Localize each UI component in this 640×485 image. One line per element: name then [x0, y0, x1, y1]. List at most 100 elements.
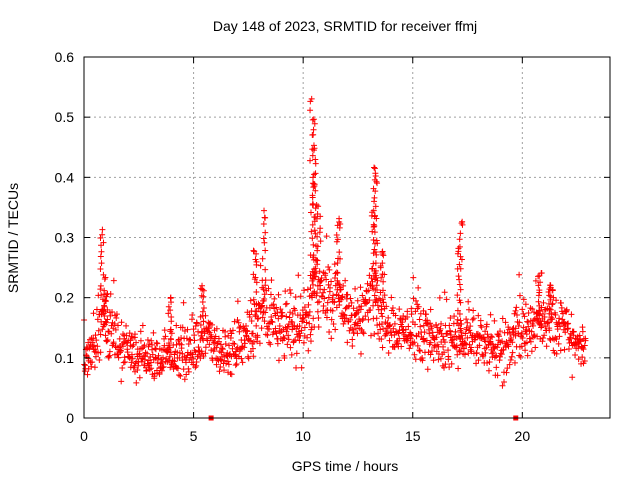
data-point: [482, 349, 489, 356]
data-point: [286, 314, 293, 321]
data-point: [440, 343, 447, 350]
data-point: [539, 310, 546, 317]
data-point: [262, 247, 269, 254]
data-point: [372, 298, 379, 305]
data-point: [238, 355, 245, 362]
data-point: [161, 335, 168, 342]
data-point: [334, 269, 341, 276]
data-point: [519, 334, 526, 341]
data-point: [504, 365, 511, 372]
data-point: [372, 276, 379, 283]
data-point: [185, 368, 192, 375]
data-point: [541, 332, 548, 339]
data-point: [484, 331, 491, 338]
data-point: [373, 315, 380, 322]
data-point: [560, 326, 567, 333]
data-point: [535, 298, 542, 305]
data-point: [528, 328, 535, 335]
data-point: [507, 356, 514, 363]
data-point: [289, 319, 296, 326]
data-point: [155, 352, 162, 359]
data-point: [347, 316, 354, 323]
data-point: [152, 346, 159, 353]
data-point: [378, 310, 385, 317]
data-point: [489, 334, 496, 341]
data-point: [166, 344, 173, 351]
data-point: [565, 346, 572, 353]
data-point: [228, 330, 235, 337]
data-point: [158, 367, 165, 374]
data-point: [288, 351, 295, 358]
data-point: [367, 332, 374, 339]
data-point: [94, 343, 101, 350]
data-point: [129, 355, 136, 362]
data-point: [282, 301, 289, 308]
data-point: [310, 241, 317, 248]
data-point: [352, 285, 359, 292]
data-point: [359, 317, 366, 324]
data-point: [535, 282, 542, 289]
data-point: [441, 339, 448, 346]
data-point: [328, 278, 335, 285]
data-point: [161, 342, 168, 349]
data-point: [110, 339, 117, 346]
data-point: [325, 281, 332, 288]
data-point: [136, 374, 143, 381]
data-point: [110, 277, 117, 284]
data-point: [149, 351, 156, 358]
data-point: [112, 326, 119, 333]
data-point: [168, 313, 175, 320]
data-point: [371, 198, 378, 205]
data-point: [283, 328, 290, 335]
data-point: [329, 307, 336, 314]
data-point: [94, 316, 101, 323]
data-point: [212, 333, 219, 340]
data-point: [254, 315, 261, 322]
data-point: [239, 359, 246, 366]
data-point: [335, 292, 342, 299]
data-point: [370, 236, 377, 243]
data-point: [562, 329, 569, 336]
data-point: [475, 312, 482, 319]
data-point: [307, 338, 314, 345]
data-point: [506, 361, 513, 368]
y-axis-label: SRMTID / TECUs: [5, 183, 21, 293]
data-point: [191, 332, 198, 339]
data-point: [282, 288, 289, 295]
data-point: [101, 313, 108, 320]
data-point: [284, 341, 291, 348]
data-point: [287, 344, 294, 351]
data-point: [281, 355, 288, 362]
data-point: [161, 327, 168, 334]
data-point: [315, 276, 322, 283]
data-point: [311, 227, 318, 234]
data-point: [206, 320, 213, 327]
data-point: [512, 325, 519, 332]
data-point: [257, 262, 264, 269]
data-point: [336, 298, 343, 305]
data-point: [337, 255, 344, 262]
data-point: [287, 290, 294, 297]
data-point: [301, 304, 308, 311]
data-point: [314, 233, 321, 240]
data-point: [434, 324, 441, 331]
data-point: [222, 328, 229, 335]
data-point: [427, 306, 434, 313]
data-point: [511, 310, 518, 317]
data-point: [197, 285, 204, 292]
data-point: [307, 331, 314, 338]
data-point: [314, 257, 321, 264]
data-point: [309, 200, 316, 207]
data-point: [167, 307, 174, 314]
data-point: [443, 296, 450, 303]
data-point: [305, 312, 312, 319]
data-point: [191, 337, 198, 344]
data-point: [315, 314, 322, 321]
data-point: [113, 315, 120, 322]
data-point: [437, 325, 444, 332]
data-point: [101, 302, 108, 309]
data-point: [375, 330, 382, 337]
data-point: [379, 344, 386, 351]
data-point: [534, 333, 541, 340]
data-point: [90, 342, 97, 349]
